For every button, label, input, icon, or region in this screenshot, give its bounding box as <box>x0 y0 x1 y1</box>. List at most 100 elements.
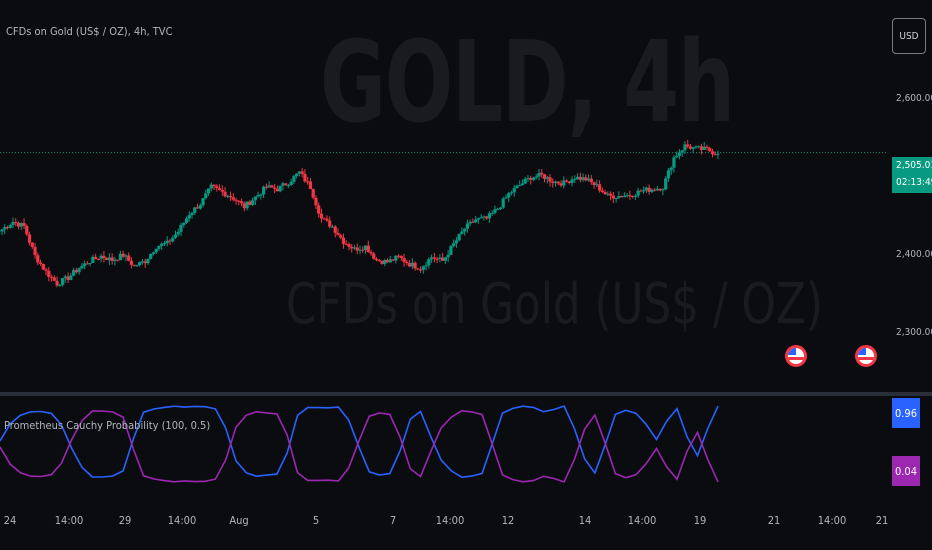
candle[interactable] <box>116 259 120 261</box>
candle[interactable] <box>631 196 635 198</box>
candle[interactable] <box>449 246 453 255</box>
candle[interactable] <box>124 255 128 257</box>
candle[interactable] <box>58 284 62 286</box>
candle[interactable] <box>642 190 646 192</box>
candle[interactable] <box>515 185 519 189</box>
candle[interactable] <box>217 188 222 191</box>
candle[interactable] <box>273 187 277 189</box>
candle[interactable] <box>135 265 139 267</box>
candle[interactable] <box>355 247 359 251</box>
candle[interactable] <box>339 235 343 238</box>
candle[interactable] <box>278 185 282 192</box>
candle[interactable] <box>385 259 390 263</box>
candle[interactable] <box>509 192 514 194</box>
candle[interactable] <box>118 253 123 261</box>
candle[interactable] <box>234 199 238 201</box>
candle[interactable] <box>99 255 103 259</box>
candle[interactable] <box>330 226 335 228</box>
candle[interactable] <box>548 177 552 182</box>
candle[interactable] <box>537 172 541 177</box>
candle[interactable] <box>41 263 45 270</box>
candle[interactable] <box>609 193 613 196</box>
candle[interactable] <box>248 201 252 205</box>
candle[interactable] <box>372 253 376 259</box>
candle[interactable] <box>664 178 668 190</box>
candle[interactable] <box>149 253 153 259</box>
candle[interactable] <box>413 262 417 269</box>
candle[interactable] <box>11 221 15 226</box>
candle[interactable] <box>699 146 704 150</box>
us-flag-icon[interactable] <box>855 345 877 367</box>
candle[interactable] <box>300 171 304 174</box>
candle[interactable] <box>171 237 175 242</box>
candle[interactable] <box>231 197 235 200</box>
candle[interactable] <box>245 201 249 209</box>
candle[interactable] <box>201 198 205 206</box>
candle[interactable] <box>182 222 186 226</box>
candle[interactable] <box>157 246 161 249</box>
candle[interactable] <box>33 247 37 256</box>
candle[interactable] <box>361 249 365 251</box>
candle[interactable] <box>441 257 445 261</box>
candle[interactable] <box>388 259 392 263</box>
candle[interactable] <box>628 195 632 197</box>
candle[interactable] <box>468 221 472 224</box>
candle[interactable] <box>333 226 337 233</box>
candle[interactable] <box>416 268 420 270</box>
candle[interactable] <box>702 146 706 150</box>
pane-divider[interactable] <box>0 392 932 396</box>
candle[interactable] <box>639 190 643 192</box>
candle[interactable] <box>526 177 530 179</box>
candle[interactable] <box>91 256 95 263</box>
candle[interactable] <box>74 270 78 273</box>
candle[interactable] <box>344 243 348 245</box>
candle[interactable] <box>366 245 370 253</box>
candle[interactable] <box>350 246 354 249</box>
candle[interactable] <box>542 174 547 179</box>
candle[interactable] <box>55 280 59 286</box>
candle[interactable] <box>625 195 629 197</box>
candle[interactable] <box>691 147 695 149</box>
candle[interactable] <box>391 259 395 261</box>
candle[interactable] <box>47 270 51 277</box>
candle[interactable] <box>686 144 690 147</box>
candle[interactable] <box>438 257 442 259</box>
candle[interactable] <box>314 197 318 206</box>
candle[interactable] <box>239 201 244 204</box>
indicator-chart[interactable] <box>0 396 888 492</box>
candle[interactable] <box>88 262 92 265</box>
candle[interactable] <box>160 243 164 247</box>
candle[interactable] <box>251 200 255 205</box>
candle[interactable] <box>586 178 591 181</box>
candle[interactable] <box>292 176 296 182</box>
candle[interactable] <box>655 188 660 191</box>
candle[interactable] <box>347 244 351 247</box>
candle[interactable] <box>622 196 626 198</box>
candle[interactable] <box>363 245 368 250</box>
candle[interactable] <box>620 196 624 198</box>
candle[interactable] <box>19 223 23 227</box>
candle[interactable] <box>83 263 87 266</box>
candle[interactable] <box>297 171 302 174</box>
candle[interactable] <box>129 260 134 265</box>
candle[interactable] <box>430 257 434 260</box>
candle[interactable] <box>154 248 158 253</box>
candle[interactable] <box>322 218 326 220</box>
candle[interactable] <box>162 243 167 245</box>
candle[interactable] <box>405 261 409 264</box>
candle[interactable] <box>237 200 241 202</box>
candle[interactable] <box>5 227 10 229</box>
candle[interactable] <box>556 181 560 184</box>
candle[interactable] <box>427 259 431 266</box>
candle[interactable] <box>432 257 436 259</box>
candle[interactable] <box>369 252 373 254</box>
candle[interactable] <box>223 191 227 197</box>
candle[interactable] <box>463 228 467 232</box>
candle[interactable] <box>666 170 671 179</box>
candle[interactable] <box>105 258 109 261</box>
candle[interactable] <box>454 240 458 244</box>
indicator-label[interactable]: Prometheus Cauchy Probability (100, 0.5) <box>4 419 211 432</box>
candle[interactable] <box>471 221 475 223</box>
candle[interactable] <box>573 179 577 181</box>
candle[interactable] <box>457 233 461 241</box>
